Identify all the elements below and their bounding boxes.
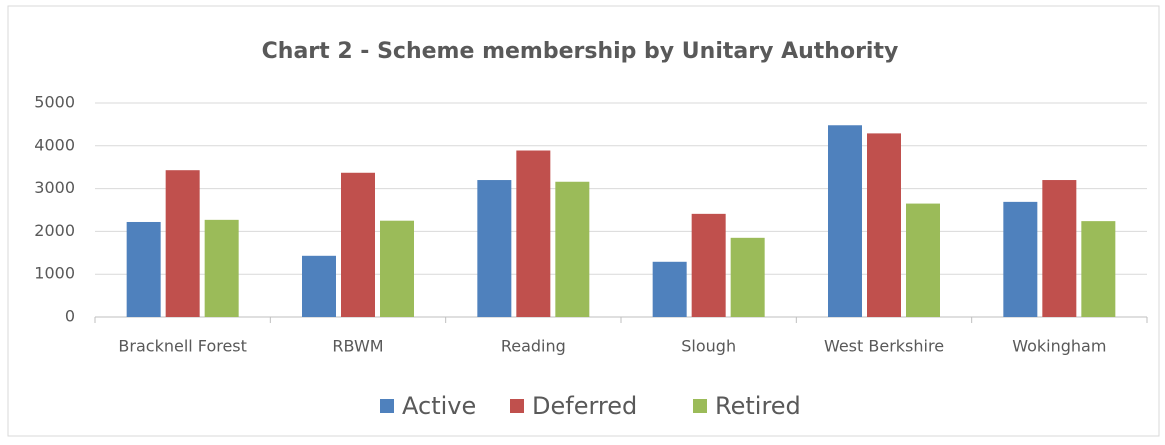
- x-tick-label: Bracknell Forest: [118, 337, 246, 356]
- bar: [126, 221, 161, 317]
- bar: [906, 203, 940, 317]
- legend-label: Deferred: [532, 392, 637, 420]
- bar: [691, 213, 726, 317]
- legend-label: Active: [402, 392, 476, 420]
- bar: [867, 133, 901, 317]
- legend-swatch: [693, 399, 707, 413]
- x-tick-label: Reading: [501, 337, 566, 356]
- y-tick-label: 5000: [34, 93, 75, 112]
- legend-swatch: [380, 399, 394, 413]
- chart-title: Chart 2 - Scheme membership by Unitary A…: [262, 39, 899, 64]
- bar: [516, 150, 551, 317]
- bar: [341, 172, 375, 317]
- legend-label: Retired: [715, 392, 801, 420]
- bar: [165, 170, 200, 317]
- bar: [380, 220, 414, 317]
- y-tick-label: 1000: [34, 264, 75, 283]
- bar: [1081, 221, 1116, 317]
- legend-swatch: [510, 399, 524, 413]
- y-tick-label: 0: [65, 307, 75, 326]
- x-tick-label: Slough: [681, 337, 736, 356]
- bar: [652, 261, 687, 317]
- bar: [1003, 201, 1038, 317]
- bar: [477, 180, 512, 317]
- y-tick-label: 2000: [34, 221, 75, 240]
- y-tick-label: 4000: [34, 135, 75, 154]
- x-tick-label: West Berkshire: [824, 337, 944, 356]
- y-tick-label: 3000: [34, 178, 75, 197]
- bar: [828, 125, 862, 317]
- x-tick-label: RBWM: [332, 337, 383, 356]
- bar: [204, 219, 239, 317]
- bar: [1042, 180, 1077, 317]
- bar: [730, 237, 765, 317]
- bar: [555, 181, 590, 317]
- x-tick-label: Wokingham: [1012, 337, 1106, 356]
- bar: [302, 255, 336, 317]
